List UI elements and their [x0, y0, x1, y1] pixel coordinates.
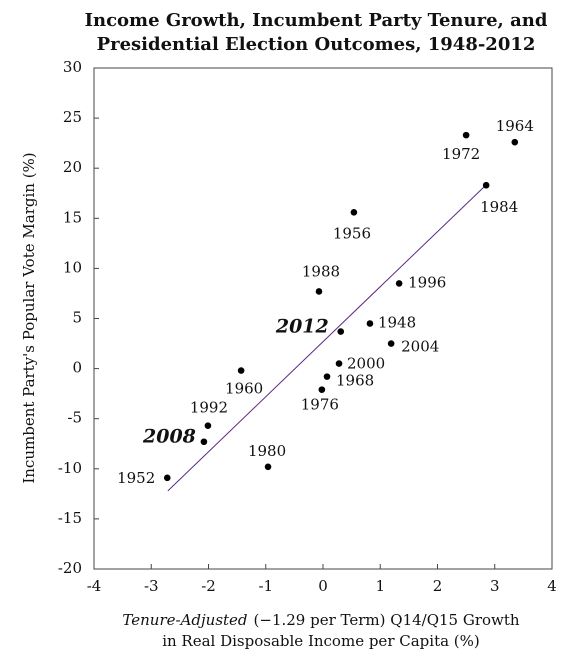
point: [366, 320, 374, 327]
x-axis-label-part: (−1.29 per Term) Q14/Q15 Growth: [254, 611, 520, 629]
y-tick-label: -10: [58, 459, 82, 477]
point: [204, 422, 212, 430]
x-tick-label: 0: [318, 577, 328, 595]
y-axis-label: Incumbent Party's Popular Vote Margin (%…: [20, 152, 38, 483]
y-tick-label: 5: [72, 309, 82, 327]
x-axis-label: in Real Disposable Income per Capita (%): [162, 632, 480, 650]
fit-line: [167, 182, 489, 492]
chart-title: Presidential Election Outcomes, 1948-201…: [97, 34, 536, 55]
y-tick-label: -5: [67, 409, 82, 427]
x-tick-label: 1: [375, 577, 385, 595]
x-tick-label: 4: [547, 577, 557, 595]
point: [350, 208, 358, 216]
point: [482, 181, 490, 189]
point-label: 1992: [190, 399, 228, 417]
point: [237, 367, 245, 374]
point: [163, 474, 171, 482]
point: [462, 131, 470, 139]
point-label: 1996: [408, 273, 446, 291]
point-label: 2008: [142, 426, 196, 448]
point: [335, 360, 343, 367]
point: [337, 328, 345, 335]
y-tick-label: -20: [58, 559, 82, 577]
y-tick-label: 25: [63, 108, 82, 126]
point-label: 1956: [333, 224, 371, 242]
x-axis-label-part: Tenure-Adjusted: [122, 611, 247, 629]
point: [318, 386, 326, 393]
point: [200, 438, 208, 446]
y-tick-label: 10: [63, 258, 82, 276]
point: [323, 373, 331, 380]
y-tick-label: 15: [63, 208, 82, 226]
point-label: 1960: [225, 380, 263, 398]
point: [511, 138, 519, 146]
x-axis-label: Tenure-Adjusted (−1.29 per Term) Q14/Q15 …: [122, 611, 519, 629]
point: [387, 340, 395, 347]
point-label: 2000: [347, 355, 385, 373]
y-tick-label: 20: [63, 158, 82, 176]
point-label: 1948: [378, 314, 416, 332]
y-tick-label: -15: [58, 509, 82, 527]
point-label: 1972: [442, 145, 480, 163]
x-tick-label: 3: [490, 577, 500, 595]
point-label: 1964: [496, 117, 534, 135]
point: [315, 288, 323, 295]
point-label: 1984: [480, 198, 518, 216]
point: [395, 280, 403, 287]
point-label: 2004: [401, 338, 439, 356]
x-tick-label: 2: [433, 577, 443, 595]
x-tick-label: -3: [144, 577, 159, 595]
point-label: 2012: [275, 316, 329, 338]
point-label: 1980: [248, 442, 286, 460]
x-tick-label: -4: [87, 577, 102, 595]
y-tick-label: 30: [63, 58, 82, 76]
x-tick-label: -1: [258, 577, 273, 595]
point: [264, 463, 272, 471]
point-label: 1976: [301, 396, 339, 414]
y-tick-label: 0: [72, 359, 82, 377]
point-label: 1968: [336, 372, 374, 390]
point-label: 1952: [117, 469, 155, 487]
chart-title: Income Growth, Incumbent Party Tenure, a…: [85, 10, 548, 31]
x-tick-label: -2: [201, 577, 216, 595]
point-label: 1988: [302, 262, 340, 280]
